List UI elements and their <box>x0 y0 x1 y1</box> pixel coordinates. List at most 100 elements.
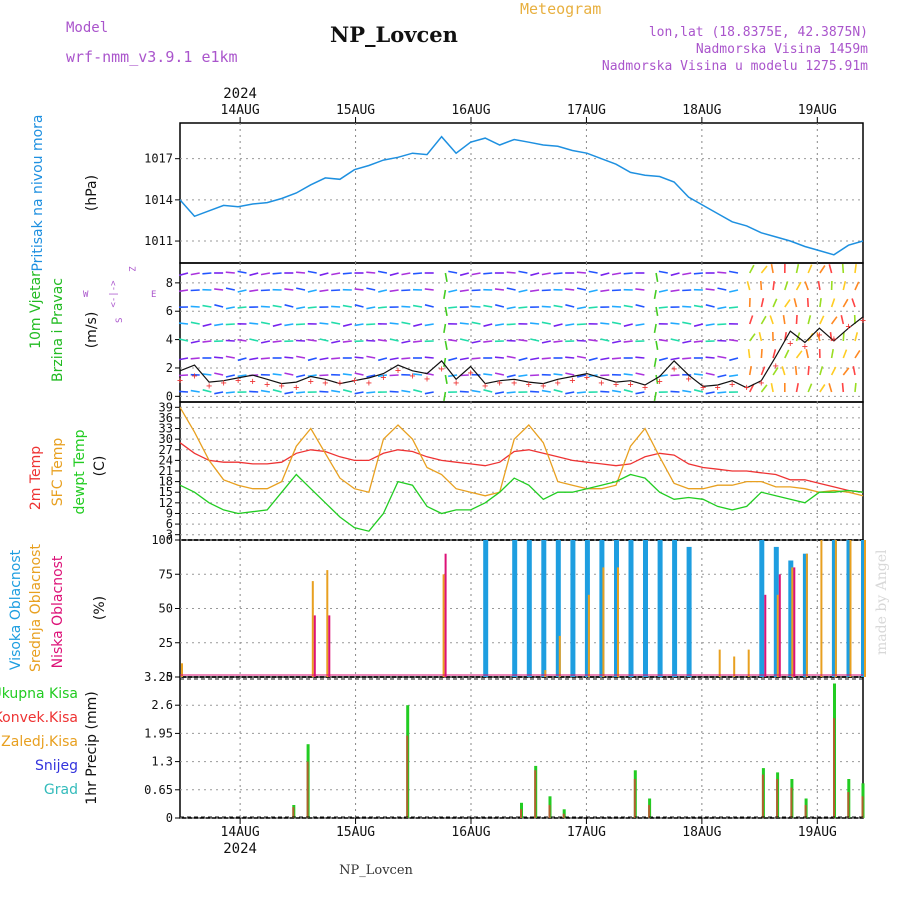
y-tick-label: 33 <box>159 422 173 436</box>
wind-gust-marker: + <box>497 378 503 389</box>
model-label: Model <box>66 20 109 36</box>
cloud-low-bar <box>793 567 796 677</box>
model-altitude-text: Nadmorska Visina u modelu 1275.91m <box>601 59 868 74</box>
wind-arrow <box>717 374 727 378</box>
date-label-bottom: 15AUG <box>336 825 375 840</box>
precip-convective-bar <box>833 718 835 818</box>
wind-arrow <box>366 306 376 310</box>
wind-arrow <box>682 305 692 308</box>
wind-arrow <box>635 356 645 359</box>
cloud-mid-bar <box>544 670 547 677</box>
wind-arrow <box>851 298 856 308</box>
wind-arrow <box>413 272 423 275</box>
y-tick-label: 50 <box>159 602 173 616</box>
wind-arrow <box>284 323 294 327</box>
wind-arrow <box>260 289 270 292</box>
wind-arrow <box>819 384 826 393</box>
wind-arrow <box>354 356 364 359</box>
wind-arrow <box>249 357 259 361</box>
cloud-mid-bar <box>864 540 866 677</box>
y-tick-label: 1.3 <box>151 755 173 769</box>
wind-arrow <box>530 272 540 277</box>
temp-sfc-line <box>179 406 864 497</box>
wind-arrow <box>530 338 540 342</box>
wind-arrow <box>565 323 575 327</box>
wind-arrow <box>443 357 447 368</box>
panel-frame-0 <box>179 122 864 264</box>
wind-arrow <box>225 306 235 310</box>
wind-arrow <box>717 271 727 274</box>
wind-arrow <box>623 323 633 327</box>
wind-arrow <box>828 383 833 393</box>
wind-arrow <box>623 373 633 376</box>
wind-arrow <box>331 321 341 325</box>
wind-arrow <box>658 357 669 362</box>
wind-arrow <box>729 289 739 293</box>
wind-arrow <box>748 365 752 376</box>
wind-arrow <box>795 314 798 325</box>
wind-arrow <box>705 323 715 327</box>
precip-convective-bar <box>761 774 764 818</box>
wind-arrow <box>804 281 809 291</box>
wind-arrow <box>272 304 282 308</box>
y-tick-label: 3.25 <box>144 670 173 684</box>
wind-arrow <box>202 340 212 343</box>
temp-dewpt-line <box>179 473 864 532</box>
wind-arrow <box>530 374 540 377</box>
wind-arrow <box>670 289 680 293</box>
wind-arrow <box>611 321 622 325</box>
precip-convective-bar <box>534 770 537 818</box>
wind-arrow <box>576 271 586 274</box>
wind-arrow <box>494 391 505 395</box>
wind-gust-marker: + <box>773 361 779 372</box>
cloud-mid-bar <box>718 649 721 677</box>
precip-convective-bar <box>847 792 850 818</box>
wind-arrow <box>541 357 551 360</box>
cloud-mid-bar <box>733 656 736 677</box>
wind-arrow <box>670 272 680 277</box>
wind-arrow <box>576 323 586 326</box>
y-tick-label: 0 <box>166 670 173 684</box>
wind-arrow <box>612 340 622 344</box>
wind-arrow <box>307 357 317 362</box>
wind-arrow <box>565 288 575 291</box>
wind-arrow <box>623 272 633 275</box>
wind-gust-marker: + <box>191 371 197 382</box>
wind-arrow <box>179 338 189 342</box>
cloud-high-bar <box>861 540 866 677</box>
cloud-mid-bar <box>834 540 837 677</box>
wind-arrow <box>682 272 692 276</box>
wind-arrow <box>653 323 657 334</box>
cloud-low-bar <box>778 574 781 678</box>
wind-arrow <box>448 270 458 274</box>
wind-arrow <box>600 357 610 361</box>
wind-arrow <box>237 306 247 309</box>
y-tick-label: 18 <box>159 475 173 489</box>
cloud-mid-bar <box>849 540 852 677</box>
wind-arrow <box>728 338 739 342</box>
cloud-high-bar <box>555 540 561 677</box>
wind-arrow <box>728 374 739 378</box>
wind-arrow <box>331 340 341 344</box>
wind-arrow <box>530 390 540 393</box>
cloud-mid-bar <box>558 635 561 677</box>
wind-arrow <box>331 272 341 276</box>
wind-arrow <box>655 272 659 283</box>
wind-arrow <box>424 356 434 359</box>
wind-arrow <box>389 322 399 325</box>
wind-arrow <box>272 340 282 343</box>
cloud-mid-bar <box>587 594 590 677</box>
wind-arrow <box>178 357 189 361</box>
wind-arrow <box>494 288 504 291</box>
watermark: made by Angel <box>874 549 890 655</box>
precip-convective-bar <box>633 779 636 818</box>
wind-arrow <box>237 289 247 293</box>
wind-arrow <box>576 306 587 310</box>
wind-arrow <box>412 304 423 308</box>
wind-arrow <box>819 366 824 376</box>
wind-arrow <box>354 288 364 291</box>
y-tick-label: 36 <box>159 411 173 425</box>
wind-arrow <box>828 264 833 274</box>
wind-arrow <box>770 263 774 274</box>
wind-arrow <box>541 389 551 393</box>
